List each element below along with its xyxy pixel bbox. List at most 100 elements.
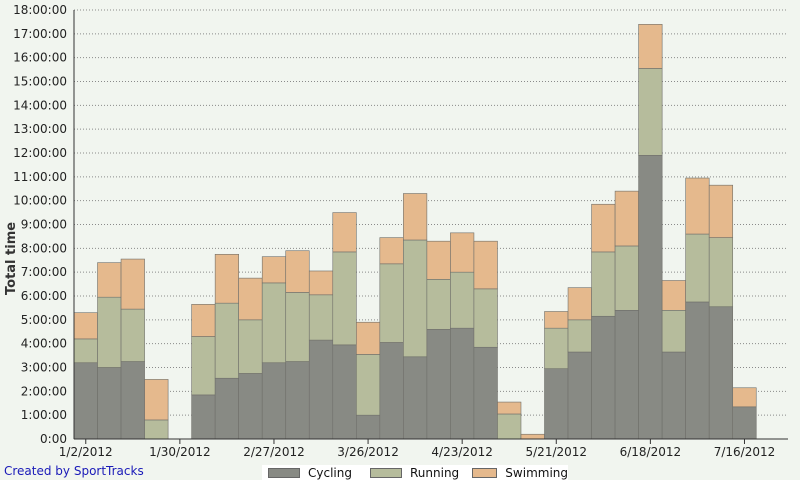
bar-swimming: [520, 433, 545, 440]
legend-item-swimming: Swimming: [466, 465, 568, 480]
bar-swimming: [332, 212, 357, 253]
bars-group: [73, 23, 757, 440]
x-tick-label: 2/27/2012: [243, 445, 305, 459]
legend-swatch-running: [370, 467, 402, 478]
bar-swimming: [450, 232, 475, 273]
x-tick-label: 1/2/2012: [59, 445, 113, 459]
bar-cycling: [120, 361, 145, 440]
bar-cycling: [708, 306, 734, 440]
bar-running: [191, 336, 216, 396]
bar-running: [214, 302, 239, 379]
bar-running: [661, 309, 686, 353]
x-tick-label: 3/26/2012: [337, 445, 399, 459]
bar-running: [285, 292, 310, 362]
legend-label-cycling: Cycling: [308, 465, 352, 480]
bar-running: [403, 239, 428, 358]
x-tick-label: 7/16/2012: [714, 445, 776, 459]
bar-running: [238, 319, 263, 374]
y-tick-label: 15:00:00: [13, 75, 67, 89]
bar-swimming: [614, 190, 639, 247]
bar-cycling: [614, 309, 639, 440]
bar-running: [614, 245, 639, 311]
y-tick-label: 18:00:00: [13, 3, 67, 17]
y-tick-label: 12:00:00: [13, 146, 67, 160]
bar-cycling: [473, 346, 498, 440]
bar-cycling: [403, 356, 428, 440]
bar-cycling: [567, 351, 592, 440]
bar-cycling: [450, 327, 475, 440]
legend-swatch-cycling: [268, 467, 300, 478]
y-tick-label: 11:00:00: [13, 170, 67, 184]
legend-item-running: Running: [364, 465, 466, 480]
y-tick-label: 0:00: [40, 432, 67, 446]
bar-cycling: [638, 155, 663, 440]
bar-cycling: [544, 368, 569, 440]
credit-link[interactable]: Created by SportTracks: [4, 464, 144, 478]
bar-swimming: [685, 177, 710, 235]
bar-running: [332, 251, 357, 346]
bar-cycling: [285, 361, 310, 440]
bar-swimming: [356, 321, 381, 355]
bar-swimming: [308, 270, 334, 296]
bar-cycling: [591, 315, 616, 440]
bar-swimming: [285, 250, 310, 293]
x-tick-label: 1/30/2012: [149, 445, 211, 459]
y-tick-labels: 0:00 1:00:00 2:00:00 3:00:00 4:00:00 5:00:00 6…: [13, 3, 67, 446]
bar-running: [120, 308, 145, 362]
bar-cycling: [97, 367, 122, 440]
x-tick-labels: 1/2/2012 1/30/2012 2/27/2012 3/26/2012 4/23/…: [59, 439, 775, 459]
bar-swimming: [732, 387, 757, 408]
bar-cycling: [661, 351, 686, 440]
bar-swimming: [261, 256, 287, 284]
bar-running: [497, 413, 522, 440]
bar-cycling: [308, 339, 334, 440]
bar-swimming: [214, 253, 239, 304]
legend-item-cycling: Cycling: [262, 465, 364, 480]
bar-running: [591, 251, 616, 317]
bar-running: [426, 279, 451, 330]
bar-swimming: [426, 240, 451, 280]
bar-cycling: [332, 344, 357, 440]
bar-running: [685, 233, 710, 303]
bar-swimming: [120, 258, 145, 310]
y-tick-label: 16:00:00: [13, 51, 67, 65]
bar-swimming: [403, 193, 428, 241]
y-tick-label: 13:00:00: [13, 122, 67, 136]
bar-swimming: [191, 304, 216, 337]
x-tick-label: 5/21/2012: [526, 445, 588, 459]
bar-swimming: [591, 203, 616, 253]
bar-swimming: [97, 262, 122, 298]
legend-swatch-swimming: [472, 467, 498, 478]
bar-cycling: [214, 377, 239, 440]
x-tick-label: 4/23/2012: [431, 445, 493, 459]
y-tick-label: 4:00:00: [21, 337, 67, 351]
bar-cycling: [379, 342, 404, 440]
y-tick-label: 3:00:00: [21, 361, 67, 375]
y-tick-label: 17:00:00: [13, 27, 67, 41]
bar-running: [544, 327, 569, 369]
y-tick-label: 9:00:00: [21, 218, 67, 232]
bar-cycling: [356, 414, 381, 440]
bar-running: [473, 288, 498, 348]
bar-swimming: [144, 379, 169, 421]
bar-running: [450, 271, 475, 329]
bar-swimming: [73, 312, 98, 340]
y-tick-label: 1:00:00: [21, 408, 67, 422]
bar-swimming: [473, 240, 498, 290]
bar-running: [308, 294, 334, 341]
bar-cycling: [238, 373, 263, 440]
y-tick-label: 10:00:00: [13, 194, 67, 208]
bar-swimming: [544, 311, 569, 329]
bar-running: [567, 319, 592, 353]
x-tick-label: 6/18/2012: [620, 445, 682, 459]
bar-swimming: [638, 23, 663, 69]
bar-cycling: [732, 406, 757, 440]
bar-cycling: [426, 329, 451, 440]
y-tick-label: 7:00:00: [21, 265, 67, 279]
bar-swimming: [708, 184, 734, 238]
bar-cycling: [685, 301, 710, 440]
y-tick-label: 2:00:00: [21, 384, 67, 398]
bar-swimming: [497, 401, 522, 415]
legend: Cycling Running Swimming: [262, 465, 568, 480]
